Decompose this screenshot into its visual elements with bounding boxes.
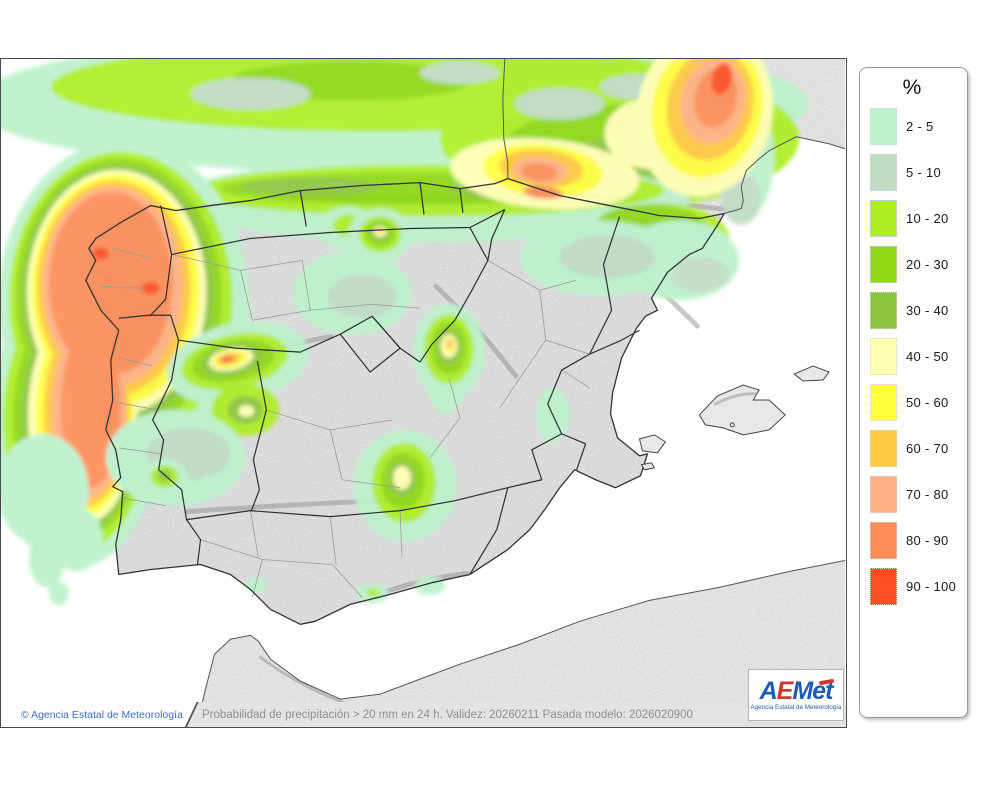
legend-swatch <box>870 108 897 145</box>
legend-row: 90 - 100 <box>870 568 967 605</box>
legend-swatch <box>870 154 897 191</box>
legend-row: 60 - 70 <box>870 430 967 467</box>
legend-row: 40 - 50 <box>870 338 967 375</box>
legend-row: 10 - 20 <box>870 200 967 237</box>
legend-label: 80 - 90 <box>906 533 949 548</box>
legend-swatch <box>870 522 897 559</box>
region-borders <box>118 182 640 575</box>
legend-label: 20 - 30 <box>906 257 949 272</box>
legend-label: 60 - 70 <box>906 441 949 456</box>
legend-swatch <box>870 292 897 329</box>
legend-swatch <box>870 246 897 283</box>
legend-row: 2 - 5 <box>870 108 967 145</box>
aemet-wordmark: AEMet <box>759 677 835 705</box>
legend-swatch <box>870 430 897 467</box>
logo-letter-a: A <box>759 677 778 705</box>
legend-row: 50 - 60 <box>870 384 967 421</box>
legend-panel: % 2 - 5 5 - 10 10 - 20 20 - 30 30 - 40 4… <box>859 67 968 718</box>
iberia-precipitation-map <box>1 59 846 727</box>
legend-row: 80 - 90 <box>870 522 967 559</box>
model-caption-bar: Probabilidad de precipitación > 20 mm en… <box>186 702 846 727</box>
balearic-islands <box>638 365 830 471</box>
legend-label: 30 - 40 <box>906 303 949 318</box>
legend-label: 10 - 20 <box>906 211 949 226</box>
legend-row: 20 - 30 <box>870 246 967 283</box>
copyright-bar: © Agencia Estatal de Meteorología <box>1 702 199 727</box>
legend-swatch <box>870 476 897 513</box>
legend-label: 90 - 100 <box>906 579 957 594</box>
legend-label: 5 - 10 <box>906 165 942 180</box>
legend-label: 50 - 60 <box>906 395 949 410</box>
legend-row: 30 - 40 <box>870 292 967 329</box>
aemet-logo: AEMet Agencia Estatal de Meteorología <box>748 669 844 721</box>
coastlines <box>85 59 846 727</box>
aemet-tagline: Agencia Estatal de Meteorología <box>750 704 842 711</box>
legend-swatch <box>870 384 897 421</box>
legend-label: 70 - 80 <box>906 487 949 502</box>
province-borders <box>100 248 590 598</box>
model-caption-text: Probabilidad de precipitación > 20 mm en… <box>202 708 693 721</box>
legend-row: 70 - 80 <box>870 476 967 513</box>
copyright-text: © Agencia Estatal de Meteorología <box>21 708 183 721</box>
legend-swatch <box>870 568 897 605</box>
legend-label: 2 - 5 <box>906 119 934 134</box>
legend-swatch <box>870 338 897 375</box>
legend-swatch <box>870 200 897 237</box>
weather-map-canvas: Probabilidad de precipitación > 20 mm en… <box>0 58 847 728</box>
legend-row: 5 - 10 <box>870 154 967 191</box>
logo-letter-e: E <box>776 677 794 705</box>
legend-title: % <box>902 76 922 99</box>
legend-label: 40 - 50 <box>906 349 949 364</box>
